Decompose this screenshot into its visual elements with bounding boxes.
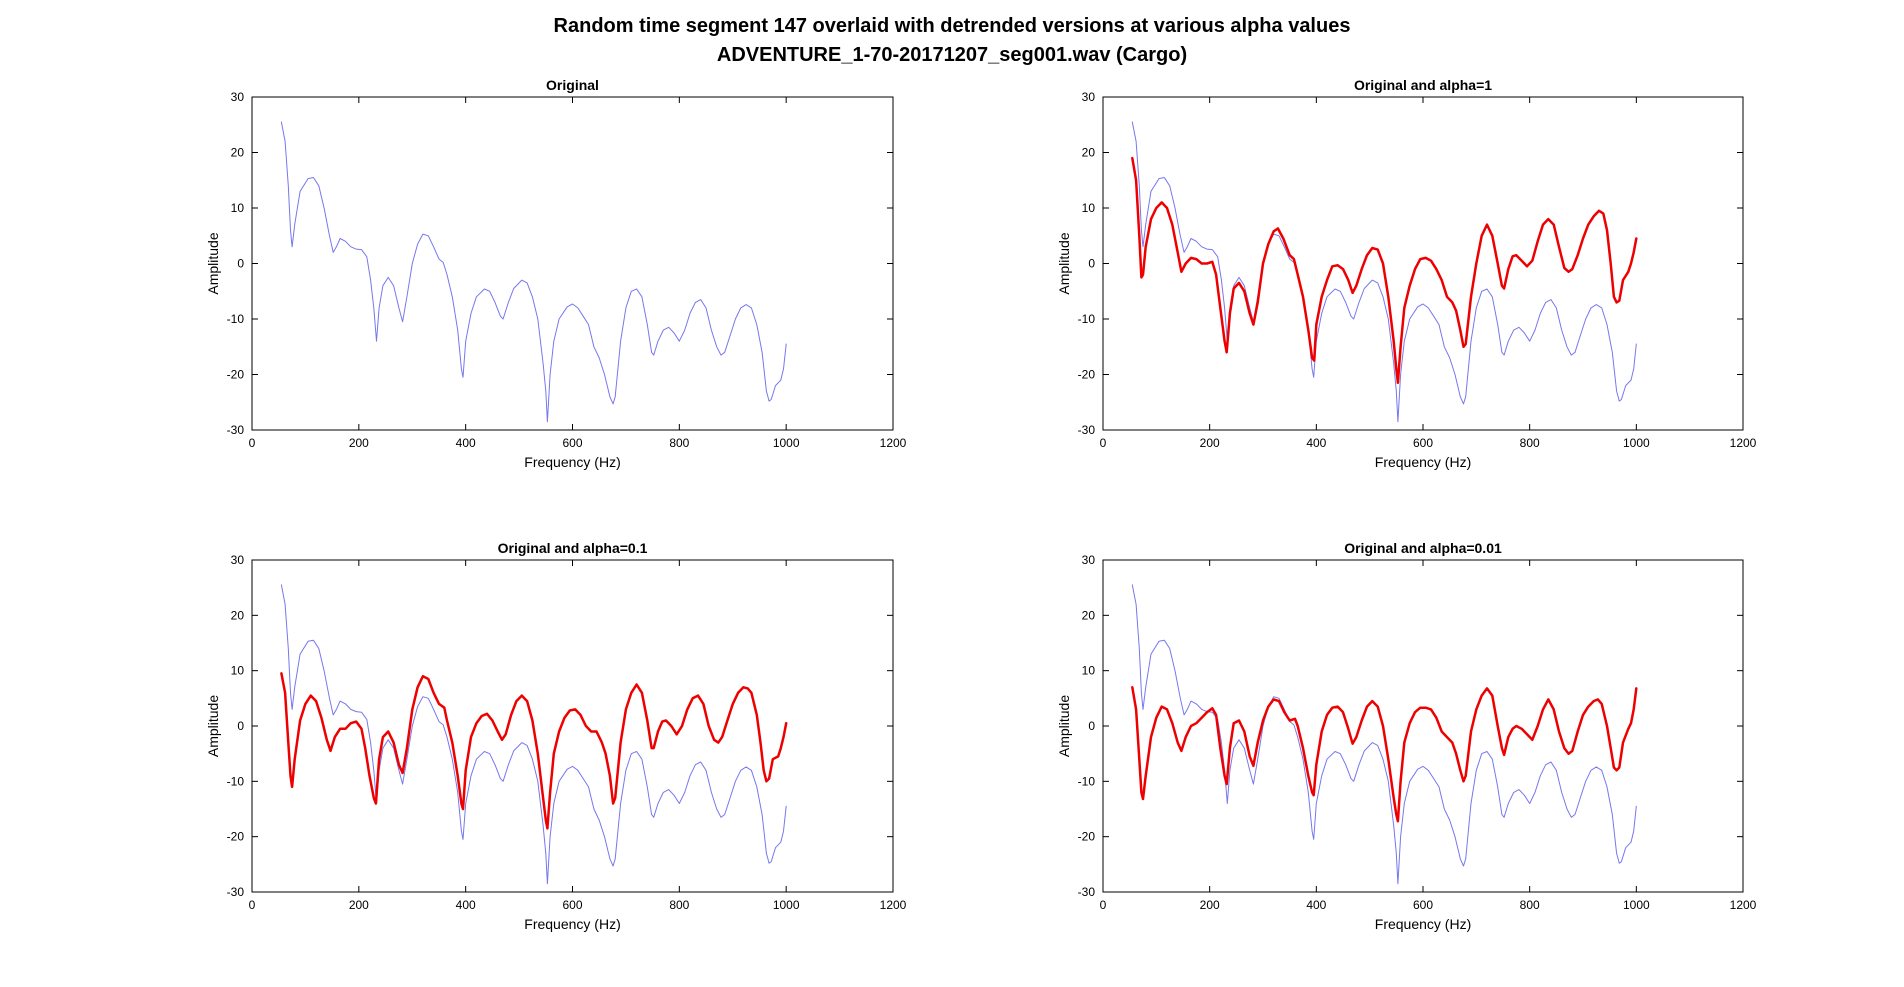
y-axis-label: Amplitude <box>1056 232 1072 294</box>
axes-box <box>1102 559 1744 893</box>
y-tick-label: 0 <box>237 719 244 733</box>
x-axis-label: Frequency (Hz) <box>1375 454 1471 470</box>
x-tick-label: 800 <box>669 898 689 912</box>
y-axis-label: Amplitude <box>1056 695 1072 757</box>
y-tick-label: 30 <box>1082 553 1096 567</box>
y-tick-label: -10 <box>1078 774 1096 788</box>
y-axis-label: Amplitude <box>205 695 221 757</box>
original-series-line <box>280 121 787 423</box>
y-tick-label: 30 <box>1082 90 1096 104</box>
axes-box <box>251 96 894 431</box>
y-tick-label: -20 <box>1078 368 1096 382</box>
x-axis-label: Frequency (Hz) <box>524 454 620 470</box>
y-tick-label: 0 <box>1088 257 1095 271</box>
original-series-line <box>1131 121 1637 423</box>
figure-title-line-2: ADVENTURE_1-70-20171207_seg001.wav (Carg… <box>716 44 1188 66</box>
figure-title-line-1: Random time segment 147 overlaid with de… <box>553 15 1351 37</box>
x-tick-label: 200 <box>349 436 369 450</box>
y-tick-label: -10 <box>227 312 245 326</box>
y-tick-label: 20 <box>1082 608 1096 622</box>
y-tick-label: -10 <box>227 774 245 788</box>
x-tick-label: 0 <box>249 436 256 450</box>
x-tick-label: 0 <box>249 898 256 912</box>
y-tick-label: -20 <box>227 830 245 844</box>
x-tick-label: 400 <box>1306 436 1326 450</box>
y-tick-label: 10 <box>231 664 245 678</box>
x-tick-label: 400 <box>456 436 476 450</box>
x-tick-label: 0 <box>1100 436 1107 450</box>
x-axis-label: Frequency (Hz) <box>524 916 620 932</box>
x-tick-label: 200 <box>1200 436 1220 450</box>
x-tick-label: 1000 <box>1623 436 1650 450</box>
subplot-1: 0 200 400 600 800 1000 1200 -30 -20 -10 0 10 20 30 Ori… <box>205 77 907 470</box>
y-tick-label: 20 <box>231 146 245 160</box>
y-tick-label: -20 <box>227 368 245 382</box>
x-tick-label: 600 <box>1413 898 1433 912</box>
y-tick-label: -10 <box>1078 312 1096 326</box>
subplot-title: Original and alpha=0.1 <box>498 540 648 556</box>
axes-box <box>1102 96 1744 431</box>
x-axis-label: Frequency (Hz) <box>1375 916 1471 932</box>
original-series-line <box>280 584 787 885</box>
y-axis-label: Amplitude <box>205 232 221 294</box>
y-tick-label: 30 <box>231 90 245 104</box>
detrended-series-line <box>1131 156 1638 385</box>
y-tick-label: 10 <box>1082 201 1096 215</box>
x-tick-label: 0 <box>1100 898 1107 912</box>
x-tick-label: 600 <box>562 436 582 450</box>
x-tick-label: 400 <box>1306 898 1326 912</box>
subplot-2: 0 200 400 600 800 1000 1200 -30 -20 -10 0 10 20 30 Ori… <box>1056 77 1757 470</box>
y-tick-label: 0 <box>237 257 244 271</box>
original-series-line <box>1131 584 1637 885</box>
subplot-title: Original and alpha=1 <box>1354 77 1492 93</box>
y-tick-label: 20 <box>231 608 245 622</box>
x-tick-label: 800 <box>669 436 689 450</box>
x-tick-label: 600 <box>1413 436 1433 450</box>
y-tick-label: 10 <box>231 201 245 215</box>
y-tick-label: -30 <box>1078 423 1096 437</box>
detrended-series-line <box>280 672 788 830</box>
x-tick-label: 1200 <box>880 436 907 450</box>
detrended-series-line <box>1131 686 1638 823</box>
y-tick-label: 20 <box>1082 146 1096 160</box>
subplot-3: 0 200 400 600 800 1000 1200 -30 -20 -10 0 10 20 30 Ori… <box>205 540 907 932</box>
x-tick-label: 1000 <box>1623 898 1650 912</box>
subplot-title: Original and alpha=0.01 <box>1344 540 1502 556</box>
x-tick-label: 800 <box>1520 436 1540 450</box>
x-tick-label: 800 <box>1520 898 1540 912</box>
y-tick-label: -30 <box>1078 885 1096 899</box>
y-tick-label: -30 <box>227 885 245 899</box>
x-tick-label: 1200 <box>880 898 907 912</box>
x-tick-label: 600 <box>562 898 582 912</box>
x-tick-label: 400 <box>456 898 476 912</box>
x-tick-label: 200 <box>1200 898 1220 912</box>
subplot-4: 0 200 400 600 800 1000 1200 -30 -20 -10 0 10 20 30 Ori… <box>1056 540 1757 932</box>
y-tick-label: -20 <box>1078 830 1096 844</box>
x-tick-label: 1200 <box>1730 436 1757 450</box>
x-tick-label: 1200 <box>1730 898 1757 912</box>
x-tick-label: 1000 <box>773 436 800 450</box>
y-tick-label: 0 <box>1088 719 1095 733</box>
y-tick-label: 30 <box>231 553 245 567</box>
y-tick-label: -30 <box>227 423 245 437</box>
x-tick-label: 1000 <box>773 898 800 912</box>
x-tick-label: 200 <box>349 898 369 912</box>
subplot-title: Original <box>546 77 599 93</box>
y-tick-label: 10 <box>1082 664 1096 678</box>
